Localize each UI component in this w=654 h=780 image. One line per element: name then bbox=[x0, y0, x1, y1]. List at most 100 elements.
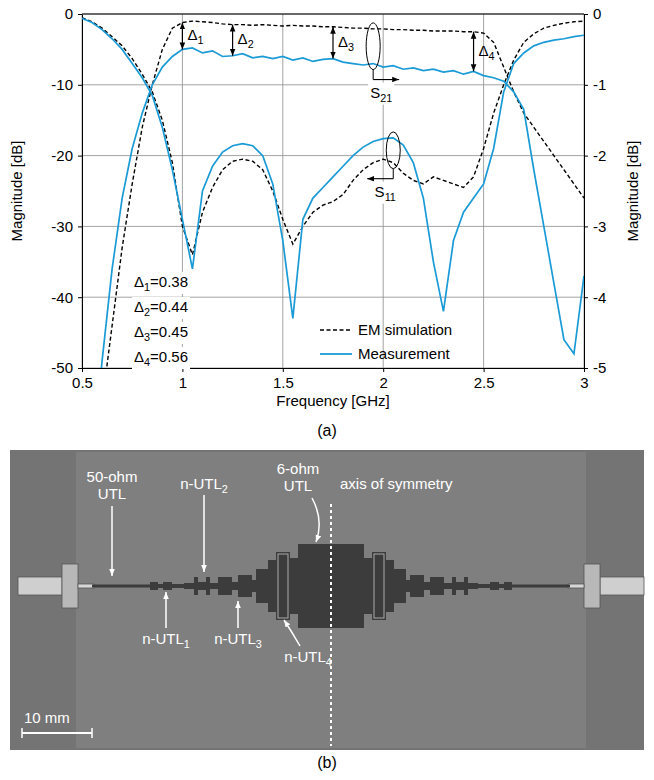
x-axis-title: Frequency [GHz] bbox=[276, 392, 389, 409]
photo-label: n-UTL4 bbox=[284, 648, 332, 668]
connector-flange bbox=[584, 564, 600, 608]
label-patch bbox=[132, 322, 190, 344]
n-utl4-outline bbox=[374, 554, 384, 618]
subscript: 3 bbox=[256, 638, 262, 650]
series-line bbox=[82, 48, 584, 368]
text-part: =0.44 bbox=[150, 298, 188, 315]
tick-mark bbox=[484, 368, 485, 372]
connector-pin bbox=[568, 584, 584, 588]
trace-section bbox=[478, 584, 490, 588]
delta-arrow bbox=[232, 25, 233, 56]
subscript: 4 bbox=[489, 50, 495, 62]
text-part: S bbox=[375, 183, 385, 200]
delta-label: Δ2 bbox=[238, 30, 254, 50]
trace-section bbox=[276, 552, 290, 620]
subscript: 21 bbox=[380, 92, 392, 104]
delta-label: Δ3 bbox=[338, 33, 354, 53]
trace-section bbox=[256, 569, 268, 603]
tick-label: 0 bbox=[593, 5, 601, 22]
curve-axis-arrow bbox=[367, 178, 393, 179]
legend-swatch bbox=[320, 353, 352, 355]
trace-section bbox=[464, 577, 468, 595]
trace-section bbox=[268, 560, 276, 612]
label-patch bbox=[132, 272, 190, 294]
tick-mark bbox=[78, 156, 82, 157]
delta-value-text: Δ2=0.44 bbox=[134, 298, 188, 318]
label-patch bbox=[373, 182, 398, 204]
tick-label: -40 bbox=[51, 289, 73, 306]
y2-axis-title: Magnitude [dB] bbox=[624, 141, 641, 242]
y-axis-title: Magnitude [dB] bbox=[8, 141, 25, 242]
tick-label: 1 bbox=[179, 374, 187, 391]
tick: -2 bbox=[584, 147, 606, 164]
tick-mark bbox=[78, 14, 82, 15]
curve-labels: S21S11 bbox=[366, 23, 400, 204]
tick-mark bbox=[283, 368, 284, 372]
tick-label: -3 bbox=[593, 218, 606, 235]
trace-section bbox=[430, 577, 444, 595]
delta-value: Δ4=0.56 bbox=[132, 347, 190, 369]
curve-label: S21 bbox=[368, 83, 394, 105]
photo-label: 50-ohmUTL bbox=[87, 468, 138, 502]
subscript: 4 bbox=[326, 656, 332, 668]
tick-mark bbox=[78, 226, 82, 227]
curve-bracket-stem bbox=[393, 169, 394, 179]
tick: -3 bbox=[584, 218, 606, 235]
tick-mark bbox=[383, 368, 384, 372]
delta-arrow bbox=[182, 22, 183, 49]
label-arrow bbox=[284, 620, 300, 646]
photo-label: axis of symmetry bbox=[340, 475, 453, 492]
trace-section bbox=[92, 585, 150, 588]
text-part: Δ bbox=[338, 33, 348, 50]
trace-section bbox=[150, 582, 158, 590]
text-line: 6-ohm bbox=[277, 460, 320, 477]
tick-mark bbox=[78, 297, 82, 298]
tick: -4 bbox=[584, 289, 606, 306]
photo-background bbox=[10, 450, 644, 750]
n-utl4-outline bbox=[278, 554, 288, 618]
tick: -30 bbox=[51, 218, 82, 235]
trace-section bbox=[410, 575, 424, 597]
board bbox=[76, 452, 586, 748]
trace-section bbox=[499, 584, 504, 588]
legend: EM simulationMeasurement bbox=[320, 321, 452, 362]
trace-section bbox=[394, 569, 406, 603]
legend-label: Measurement bbox=[358, 345, 451, 362]
scale-bar-end bbox=[91, 728, 93, 738]
label-patch bbox=[132, 347, 190, 369]
grid-line bbox=[282, 14, 283, 368]
trace-section bbox=[194, 577, 198, 595]
tick-mark bbox=[584, 297, 588, 298]
text-part: Δ bbox=[134, 298, 144, 315]
caption: (b) bbox=[317, 754, 337, 771]
tick-mark bbox=[82, 368, 83, 372]
text-part: Δ bbox=[238, 30, 248, 47]
tick: 2 bbox=[380, 368, 388, 391]
x-axis: 0.511.522.53 bbox=[72, 368, 589, 391]
tick-label: -1 bbox=[593, 76, 606, 93]
connector-flange bbox=[62, 564, 78, 608]
series-line bbox=[82, 18, 584, 318]
curve-label: S11 bbox=[373, 182, 398, 204]
label-patch bbox=[132, 297, 190, 319]
tick: 0.5 bbox=[72, 368, 93, 391]
grid-line bbox=[82, 84, 584, 85]
connector-body bbox=[600, 577, 644, 595]
figure: 0.511.522.53-50-40-30-20-100-5-4-3-2-10Δ… bbox=[0, 0, 654, 780]
label-arrow bbox=[203, 495, 205, 572]
trace-section bbox=[232, 582, 238, 590]
tick: -10 bbox=[51, 76, 82, 93]
trace-section bbox=[386, 560, 394, 612]
curve-bracket-stem bbox=[373, 70, 374, 80]
trace-section bbox=[290, 558, 298, 614]
trace-section bbox=[512, 585, 570, 588]
trace-section bbox=[252, 580, 256, 592]
subscript: 2 bbox=[222, 483, 228, 495]
tick-label: 0.5 bbox=[72, 374, 93, 391]
delta-value-text: Δ1=0.38 bbox=[134, 273, 188, 293]
delta-value: Δ3=0.45 bbox=[132, 322, 190, 344]
tick-label: -50 bbox=[51, 359, 73, 376]
tick-mark bbox=[584, 14, 588, 15]
tick-label: 2.5 bbox=[474, 374, 495, 391]
y-axis: -50-40-30-20-100 bbox=[51, 5, 82, 376]
